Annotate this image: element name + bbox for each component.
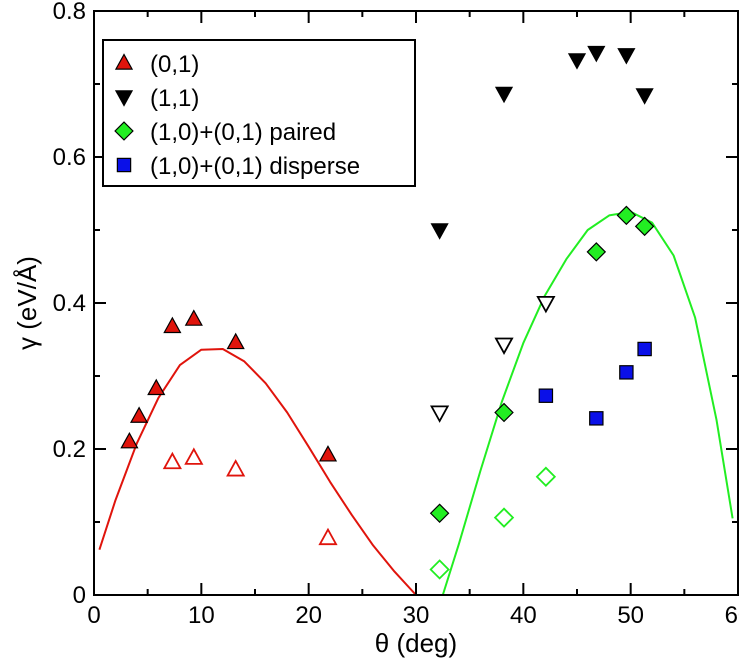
data-point [536, 295, 556, 314]
data-point [617, 48, 636, 65]
data-point [430, 223, 449, 240]
data-point [226, 332, 245, 350]
y-tick-label: 0.6 [53, 144, 86, 171]
fit-curve-0 [98, 348, 417, 596]
axes: 0 10 20 30 40 50 60 0 0.2 0.4 0.6 0.8 θ (deg) γ (eV/Å… [12, 0, 739, 658]
series-4 [162, 447, 338, 546]
data-point [429, 559, 450, 580]
data-point [619, 365, 634, 380]
data-point [567, 53, 587, 70]
data-point [430, 405, 450, 423]
data-point [429, 503, 450, 524]
series-0 [120, 309, 338, 462]
x-tick-label: 10 [188, 602, 215, 629]
data-point [493, 507, 515, 528]
data-point [587, 45, 606, 63]
series-2 [429, 205, 655, 524]
data-point [535, 466, 557, 487]
data-point [494, 337, 514, 355]
legend-box [102, 39, 416, 187]
legend-item: (1,0)+(0,1) paired [114, 119, 336, 146]
legend-label: (1,1) [150, 85, 199, 112]
x-tick-label: 60 [725, 602, 739, 629]
legend-label: (0,1) [150, 51, 199, 78]
data-points [120, 45, 655, 580]
legend-label: (1,0)+(0,1) disperse [150, 153, 360, 180]
data-point [634, 216, 655, 237]
data-point [226, 459, 246, 477]
x-tick-label: 0 [87, 602, 100, 629]
legend-marker [116, 157, 132, 173]
x-tick-label: 30 [403, 602, 430, 629]
data-point [162, 451, 182, 470]
data-point [538, 388, 554, 403]
data-point [147, 378, 166, 396]
data-point [635, 88, 654, 105]
series-3 [538, 341, 652, 426]
legend-item: (0,1) [114, 51, 199, 78]
fit-curves [98, 210, 734, 596]
legend-item: (1,0)+(0,1) disperse [116, 153, 360, 180]
legend-item: (1,1) [114, 85, 199, 112]
y-tick-label: 0.8 [53, 0, 86, 25]
y-tick-label: 0.4 [53, 290, 86, 317]
y-axis-label: γ (eV/Å) [12, 256, 42, 350]
data-point [163, 316, 182, 334]
data-point [318, 527, 338, 546]
data-point [120, 431, 139, 449]
legend: (0,1) (1,1) (1,0)+(0,1) paired (1,0)+(0,1) … [102, 39, 416, 187]
series-5 [430, 295, 556, 423]
legend-marker [114, 121, 134, 141]
data-point [494, 402, 514, 423]
y-tick-label: 0 [73, 582, 86, 609]
data-point [616, 205, 637, 226]
data-point [637, 341, 652, 357]
data-point [589, 411, 604, 426]
data-point [184, 309, 203, 326]
x-tick-label: 50 [617, 602, 644, 629]
y-tick-label: 0.2 [53, 436, 86, 463]
legend-marker [114, 90, 134, 107]
fit-curve-1 [441, 210, 734, 596]
data-point [586, 242, 607, 262]
data-point [318, 445, 338, 462]
series-6 [429, 466, 557, 580]
x-tick-label: 20 [295, 602, 322, 629]
x-axis-label: θ (deg) [375, 628, 457, 658]
data-point [129, 406, 149, 423]
legend-label: (1,0)+(0,1) paired [150, 119, 336, 146]
x-tick-label: 40 [510, 602, 537, 629]
data-point [494, 86, 514, 104]
data-point [184, 447, 204, 465]
series-1 [430, 45, 654, 240]
legend-marker [114, 53, 134, 70]
